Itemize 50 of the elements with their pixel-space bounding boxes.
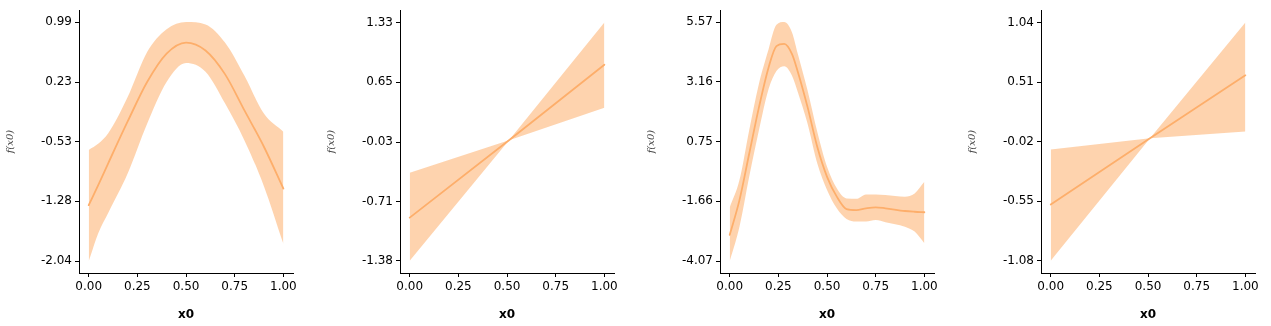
y-axis-title: f(x0) <box>3 129 15 155</box>
x-tick-label: 1.00 <box>911 279 939 294</box>
y-tick-label: 1.04 <box>1007 14 1035 29</box>
y-tick-label: 5.57 <box>686 14 714 29</box>
y-tick-label: -2.04 <box>40 253 72 268</box>
x-tick-label: 0.75 <box>221 279 249 294</box>
y-tick-label: -0.71 <box>361 193 393 208</box>
x-axis-title: x0 <box>498 306 515 321</box>
x-tick-label: 0.50 <box>814 279 841 294</box>
x-tick-label: 0.25 <box>765 279 793 294</box>
y-tick-label: 0.99 <box>45 14 72 29</box>
x-tick-label: 0.50 <box>1134 279 1162 294</box>
y-tick-label: 0.75 <box>686 133 714 148</box>
y-tick-label: -0.02 <box>1003 133 1035 148</box>
line-series <box>729 43 926 236</box>
y-tick-label: -1.66 <box>682 193 714 208</box>
y-tick-label: 0.65 <box>365 74 393 89</box>
x-tick-label: 0.25 <box>444 279 472 294</box>
y-tick-label: 3.16 <box>686 73 714 88</box>
y-axis-title: f(x0) <box>324 129 336 155</box>
y-tick-label: 0.51 <box>1007 74 1035 89</box>
x-tick-label: 0.50 <box>493 279 521 294</box>
y-tick-label: 0.23 <box>45 74 72 89</box>
x-tick-label: 0.75 <box>1183 279 1211 294</box>
x-tick-label: 1.00 <box>1232 279 1259 294</box>
y-tick-label: 1.33 <box>365 14 393 29</box>
y-tick-label: -1.28 <box>40 193 72 208</box>
x-tick-label: 0.00 <box>75 279 103 294</box>
x-tick-label: 0.75 <box>542 279 569 294</box>
x-tick-label: 0.25 <box>1086 279 1113 294</box>
y-tick-label: -0.55 <box>1003 193 1035 208</box>
x-tick-label: 1.00 <box>590 279 618 294</box>
line-series <box>87 41 285 207</box>
y-tick-label: -0.03 <box>361 134 393 149</box>
x-tick-label: 0.00 <box>1037 279 1065 294</box>
y-tick-label: -1.08 <box>1003 252 1035 267</box>
x-axis-title: x0 <box>819 306 836 321</box>
x-axis-title: x0 <box>178 306 195 321</box>
y-axis-title: f(x0) <box>965 129 977 155</box>
x-tick-label: 1.00 <box>270 279 297 294</box>
x-tick-label: 0.00 <box>716 279 744 294</box>
y-axis-title: f(x0) <box>644 129 656 155</box>
y-tick-label: -4.07 <box>682 253 714 268</box>
x-tick-label: 0.25 <box>124 279 151 294</box>
x-tick-label: 0.50 <box>172 279 200 294</box>
x-axis-title: x0 <box>1140 306 1157 321</box>
y-tick-label: -0.53 <box>40 134 72 149</box>
x-tick-label: 0.75 <box>862 279 890 294</box>
y-tick-label: -1.38 <box>361 252 393 267</box>
x-tick-label: 0.00 <box>396 279 423 294</box>
